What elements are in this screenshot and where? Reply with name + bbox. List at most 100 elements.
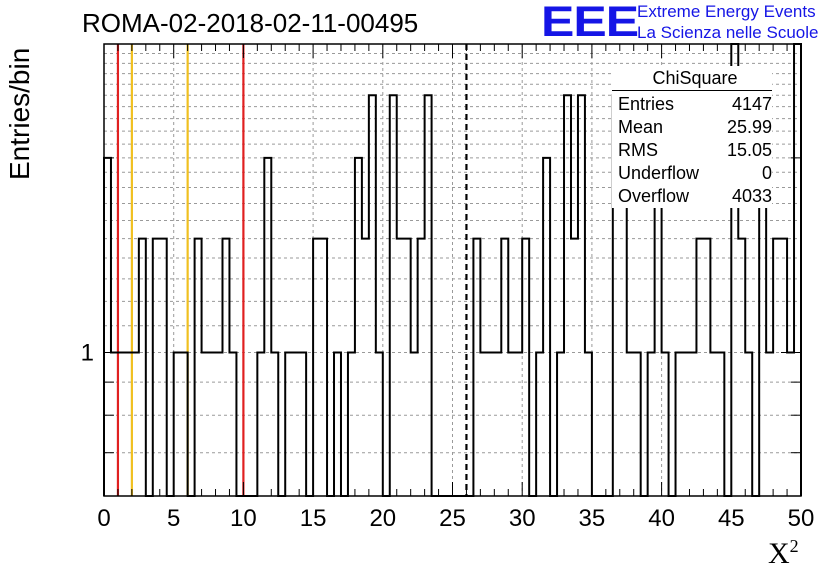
histogram-bin [710, 353, 717, 496]
x-tick-label: 10 [230, 505, 257, 532]
stats-label: Underflow [618, 163, 700, 183]
histogram-bin [759, 158, 766, 496]
histogram-bin [299, 353, 306, 496]
histogram-bin [522, 239, 529, 496]
histogram-bin [418, 239, 425, 496]
histogram-bin [745, 353, 752, 496]
logo-text-line1: Extreme Energy Events [637, 2, 816, 21]
histogram-bin [132, 353, 139, 496]
x-tick-label: 50 [788, 505, 815, 532]
stats-value: 4033 [731, 186, 772, 206]
x-tick-label: 40 [648, 505, 675, 532]
histogram-bin [515, 353, 522, 496]
histogram-bin [794, 44, 801, 496]
histogram-bin [174, 353, 181, 496]
histogram-bin [264, 158, 271, 496]
histogram-bin [313, 239, 320, 496]
stats-box-title: ChiSquare [612, 66, 772, 91]
histogram-bin [320, 239, 327, 496]
histogram-bin [689, 353, 696, 496]
stats-row-entries: Entries 4147 [612, 93, 772, 116]
histogram-bin [285, 353, 292, 496]
histogram-bin [557, 353, 564, 496]
histogram-bin [195, 239, 202, 496]
x-tick-label: 20 [369, 505, 396, 532]
histogram-bin [362, 239, 369, 496]
stats-value: 25.99 [726, 117, 772, 137]
stats-label: RMS [618, 140, 658, 160]
histogram-bin [501, 239, 508, 496]
histogram-bin [717, 353, 724, 496]
histogram-bin [536, 353, 543, 496]
stats-label: Overflow [618, 186, 690, 206]
x-tick-label: 15 [300, 505, 327, 532]
x-tick-label: 30 [509, 505, 536, 532]
histogram-bin [655, 158, 662, 496]
stats-label: Mean [618, 117, 664, 137]
histogram-bin [404, 239, 411, 496]
stats-row-underflow: Underflow 0 [612, 162, 772, 185]
histogram-bin [160, 239, 167, 496]
histogram-bin [390, 95, 397, 496]
histogram-bin [473, 239, 480, 496]
histogram-bin [578, 95, 585, 496]
histogram-bin [425, 95, 432, 496]
chart-title: ROMA-02-2018-02-11-00495 [82, 8, 419, 38]
histogram-bin [543, 158, 550, 496]
histogram-bin [216, 353, 223, 496]
x-tick-label: 35 [579, 505, 606, 532]
histogram-bin [480, 353, 487, 496]
histogram-bin [257, 353, 264, 496]
histogram-bin [355, 158, 362, 496]
eee-logo: EEE [541, 0, 639, 46]
logo-text-line2: La Scienza nelle Scuole [637, 23, 819, 42]
histogram-bin [634, 353, 641, 496]
histogram-bin [738, 239, 745, 496]
histogram-bin [111, 353, 118, 496]
histogram-bin [202, 353, 209, 496]
histogram-bin [139, 239, 146, 496]
x-axis-label-base: X [768, 537, 790, 570]
histogram-bin [766, 353, 773, 496]
x-tick-label: 25 [439, 505, 466, 532]
y-axis-label: Entries/bin [4, 47, 35, 180]
histogram-bin [222, 239, 229, 496]
stats-value: 0 [761, 163, 772, 183]
x-tick-label: 5 [167, 505, 180, 532]
histogram-bin [125, 353, 132, 496]
histogram-bin [676, 353, 683, 496]
stats-value: 15.05 [726, 140, 772, 160]
x-axis-label-superscript: 2 [789, 536, 799, 556]
histogram-bin [627, 353, 634, 496]
histogram-bin [118, 353, 125, 496]
histogram-bin [181, 353, 188, 496]
stats-row-overflow: Overflow 4033 [612, 185, 772, 208]
histogram-bin [494, 353, 501, 496]
y-tick-label: 1 [81, 340, 94, 367]
histogram-bin [780, 239, 787, 496]
histogram-bin [209, 353, 216, 496]
histogram-bin [153, 239, 160, 496]
histogram-bin [487, 353, 494, 496]
histogram-bin [787, 353, 794, 496]
histogram-bin [508, 353, 515, 496]
histogram-bin [271, 353, 278, 496]
histogram-bin [369, 95, 376, 496]
histogram-bin [683, 353, 690, 496]
histogram-bin [662, 353, 669, 496]
x-tick-label: 0 [97, 505, 110, 532]
stats-value: 4147 [731, 94, 772, 114]
histogram-bin [564, 95, 571, 496]
histogram-bin [348, 353, 355, 496]
histogram-bin [703, 239, 710, 496]
histogram-bin [411, 353, 418, 496]
histogram-bin [397, 239, 404, 496]
histogram-bin [696, 239, 703, 496]
histogram-bin [229, 353, 236, 496]
histogram-bin [571, 239, 578, 496]
stats-row-rms: RMS 15.05 [612, 139, 772, 162]
histogram-bin [334, 353, 341, 496]
histogram-bin [104, 158, 111, 496]
histogram-bin [648, 353, 655, 496]
x-axis-label: X2 [768, 536, 799, 571]
